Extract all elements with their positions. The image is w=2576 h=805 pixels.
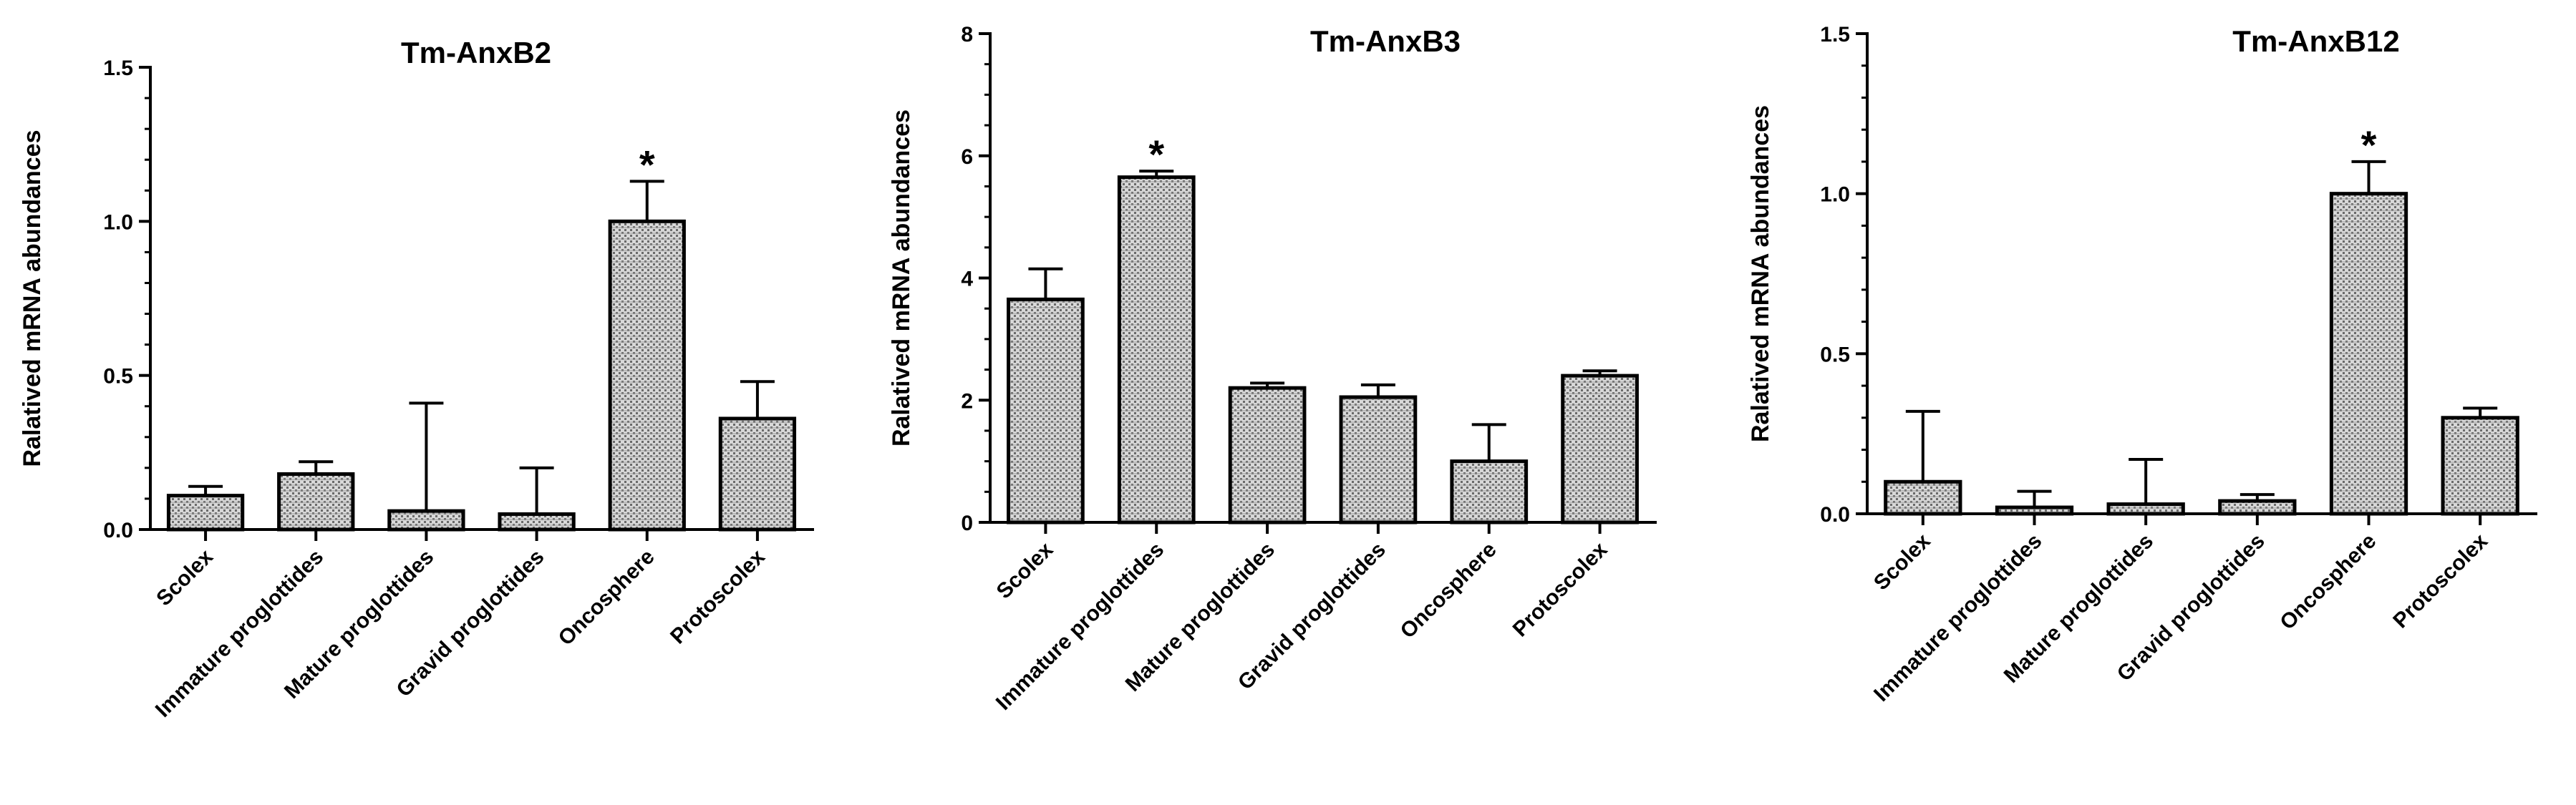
x-tick-label: Oncosphere [1396,538,1501,643]
bar [1561,374,1639,525]
y-tick-label: 4 [961,268,973,291]
bar [608,219,686,532]
bar [166,494,245,532]
x-tick-label: Protoscolex [1509,537,1612,641]
y-tick-label: 0.0 [103,519,133,542]
chart-title: Tm-AnxB12 [2232,24,2399,58]
y-tick-label: 0.5 [1820,343,1850,366]
bar [1117,175,1196,525]
y-tick-label: 6 [961,145,973,169]
y-tick-label: 0 [961,512,973,535]
bar [277,472,355,532]
y-axis-title: Ralatived mRNA abundances [19,130,46,467]
chart-tm-anxb3: Tm-AnxB3 Ralatived mRNA abundances 0 2 4 6 8 Sc… [888,23,1657,715]
x-tick-label: Oncosphere [554,545,659,650]
bar [2106,502,2185,516]
bar [718,416,797,532]
significance-marker: * [1148,132,1164,177]
bar [2329,192,2408,516]
y-axis-title: Ralatived mRNA abundances [1747,105,1774,442]
bar [1339,395,1418,525]
bar [1884,479,1962,516]
y-axis-title: Ralatived mRNA abundances [888,109,915,447]
y-tick-label: 1.0 [1820,183,1850,207]
bar [1007,297,1085,525]
chart-title: Tm-AnxB3 [1310,24,1461,58]
y-tick-label: 0.5 [103,365,133,389]
x-tick-label: Protoscolex [666,545,770,648]
bar [1228,386,1307,525]
x-tick-label: Scolex [152,545,218,610]
y-tick-label: 2 [961,389,973,413]
significance-marker: * [639,142,655,187]
bar [2441,416,2519,516]
chart-tm-anxb12: Tm-AnxB12 Ralatived mRNA abundances 0.0 0.5… [1747,23,2537,706]
y-tick-label: 1.0 [103,210,133,234]
chart-tm-anxb2: Tm-AnxB2 Ralatived mRNA abundances 0.0 0.5 1… [19,36,814,722]
y-tick-label: 1.5 [1820,23,1850,47]
bar [498,512,576,532]
x-tick-label: Scolex [1869,529,1935,595]
bar [387,509,465,532]
bar [2218,499,2297,516]
y-tick-label: 1.5 [103,57,133,80]
x-tick-label: Oncosphere [2275,530,2381,635]
y-tick-label: 8 [961,23,973,47]
chart-title: Tm-AnxB2 [401,36,551,69]
bar [1995,505,2074,516]
x-tick-label: Protoscolex [2388,529,2492,633]
y-tick-label: 0.0 [1820,503,1850,527]
bar [1450,459,1529,525]
x-tick-label: Scolex [992,537,1058,603]
significance-marker: * [2361,122,2377,167]
